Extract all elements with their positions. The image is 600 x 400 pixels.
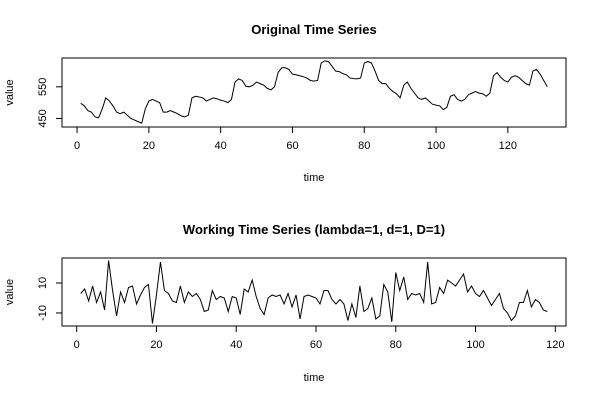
y-tick-label: 450 xyxy=(37,109,49,127)
x-tick-label: 40 xyxy=(215,140,227,152)
chart-title: Original Time Series xyxy=(251,22,376,37)
series-line xyxy=(80,260,548,324)
x-tick-label: 100 xyxy=(466,339,484,351)
y-tick-label: 10 xyxy=(37,277,49,289)
x-tick-label: 120 xyxy=(499,140,517,152)
y-axis-label: value xyxy=(4,79,16,105)
x-tick-label: 100 xyxy=(427,140,445,152)
x-tick-label: 80 xyxy=(358,140,370,152)
x-tick-label: 40 xyxy=(230,339,242,351)
plot-frame xyxy=(61,57,567,128)
plot-frame xyxy=(61,257,567,327)
x-axis-label: time xyxy=(304,372,325,384)
y-tick-label: -10 xyxy=(37,305,49,321)
x-tick-label: 120 xyxy=(546,339,564,351)
series-line xyxy=(80,60,548,124)
y-axis-label: value xyxy=(4,279,16,305)
x-tick-label: 0 xyxy=(74,339,80,351)
x-tick-label: 60 xyxy=(310,339,322,351)
x-tick-label: 20 xyxy=(143,140,155,152)
x-axis-label: time xyxy=(304,172,325,184)
x-tick-label: 60 xyxy=(286,140,298,152)
chart-title: Working Time Series (lambda=1, d=1, D=1) xyxy=(183,222,445,237)
x-tick-label: 20 xyxy=(150,339,162,351)
x-tick-label: 80 xyxy=(390,339,402,351)
y-tick-label: 550 xyxy=(37,78,49,96)
x-tick-label: 0 xyxy=(74,140,80,152)
